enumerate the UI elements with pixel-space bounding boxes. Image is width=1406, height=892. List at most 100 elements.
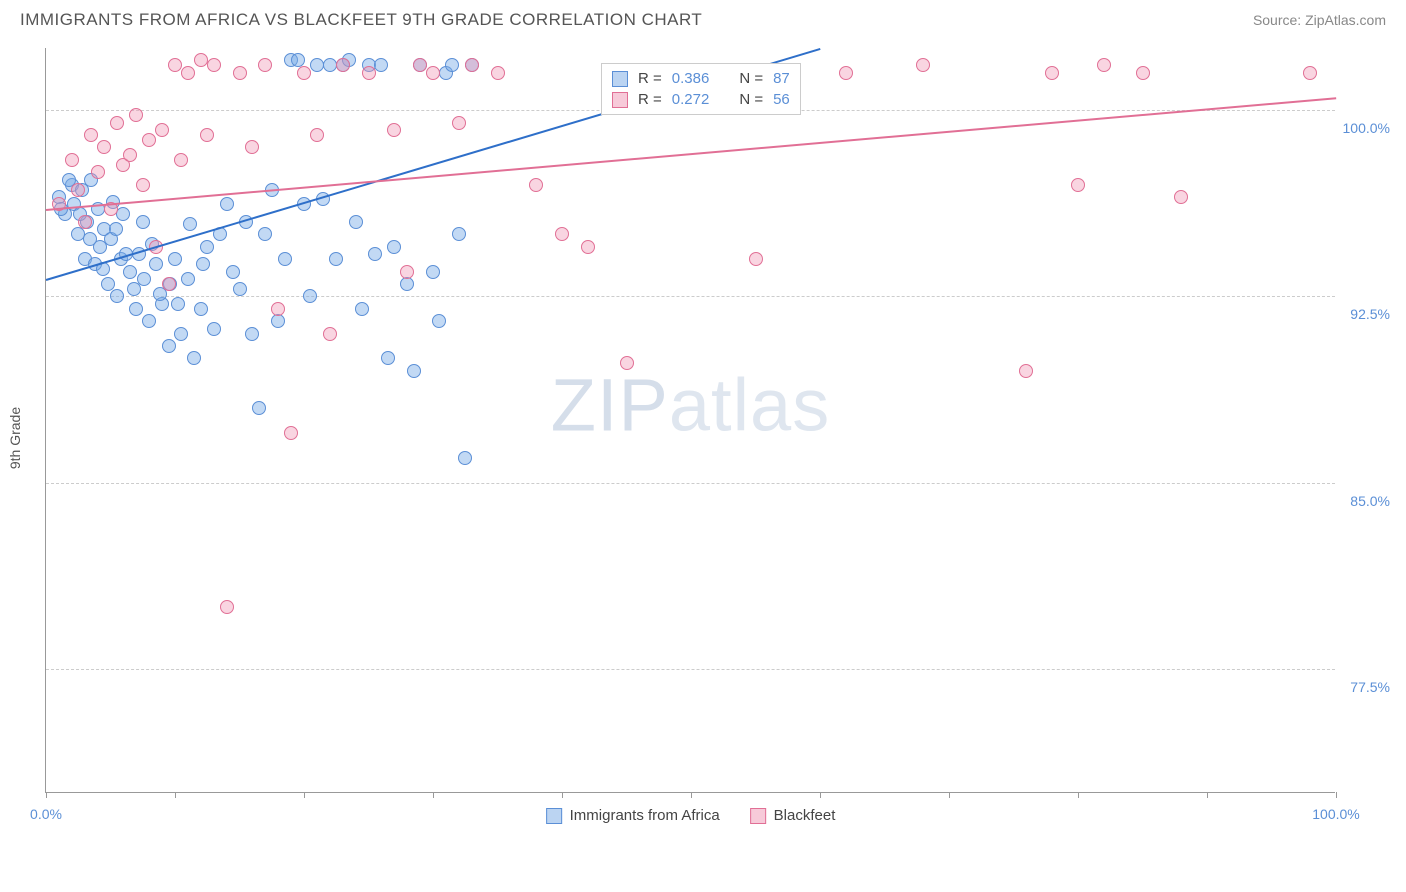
data-point	[529, 178, 543, 192]
data-point	[555, 227, 569, 241]
stats-box: R =0.386N =87R =0.272N =56	[601, 63, 801, 115]
bottom-legend: Immigrants from Africa Blackfeet	[546, 807, 836, 824]
data-point	[71, 183, 85, 197]
grid-line	[46, 296, 1335, 297]
data-point	[1045, 66, 1059, 80]
data-point	[310, 58, 324, 72]
stats-r-value: 0.272	[672, 91, 710, 108]
data-point	[452, 116, 466, 130]
data-point	[155, 123, 169, 137]
data-point	[1174, 190, 1188, 204]
data-point	[136, 215, 150, 229]
chart-header: IMMIGRANTS FROM AFRICA VS BLACKFEET 9TH …	[0, 0, 1406, 38]
data-point	[220, 197, 234, 211]
data-point	[200, 128, 214, 142]
data-point	[187, 351, 201, 365]
data-point	[181, 272, 195, 286]
stats-n-value: 56	[773, 91, 790, 108]
data-point	[78, 215, 92, 229]
data-point	[336, 58, 350, 72]
data-point	[374, 58, 388, 72]
data-point	[1019, 364, 1033, 378]
legend-swatch	[750, 808, 766, 824]
data-point	[137, 272, 151, 286]
x-tick	[562, 792, 563, 798]
x-tick	[304, 792, 305, 798]
x-tick	[46, 792, 47, 798]
data-point	[452, 227, 466, 241]
data-point	[323, 327, 337, 341]
data-point	[620, 356, 634, 370]
data-point	[233, 282, 247, 296]
data-point	[329, 252, 343, 266]
legend-item: Blackfeet	[750, 807, 836, 824]
x-tick	[949, 792, 950, 798]
watermark: ZIPatlas	[551, 363, 830, 448]
data-point	[413, 58, 427, 72]
data-point	[245, 327, 259, 341]
data-point	[445, 58, 459, 72]
data-point	[432, 314, 446, 328]
data-point	[174, 327, 188, 341]
data-point	[181, 66, 195, 80]
data-point	[123, 148, 137, 162]
data-point	[65, 153, 79, 167]
x-tick-label: 0.0%	[30, 806, 62, 822]
data-point	[349, 215, 363, 229]
x-tick	[175, 792, 176, 798]
data-point	[458, 451, 472, 465]
data-point	[101, 277, 115, 291]
data-point	[129, 302, 143, 316]
data-point	[303, 289, 317, 303]
x-tick	[1207, 792, 1208, 798]
data-point	[220, 600, 234, 614]
data-point	[839, 66, 853, 80]
data-point	[129, 108, 143, 122]
data-point	[387, 240, 401, 254]
y-tick-label: 92.5%	[1350, 306, 1390, 322]
data-point	[491, 66, 505, 80]
chart-title: IMMIGRANTS FROM AFRICA VS BLACKFEET 9TH …	[20, 10, 702, 30]
data-point	[1071, 178, 1085, 192]
data-point	[355, 302, 369, 316]
data-point	[136, 178, 150, 192]
data-point	[362, 66, 376, 80]
data-point	[97, 140, 111, 154]
data-point	[284, 426, 298, 440]
data-point	[465, 58, 479, 72]
data-point	[258, 227, 272, 241]
stats-r-label: R =	[638, 91, 662, 108]
data-point	[233, 66, 247, 80]
stats-row: R =0.386N =87	[602, 68, 800, 89]
data-point	[171, 297, 185, 311]
data-point	[271, 314, 285, 328]
legend-item: Immigrants from Africa	[546, 807, 720, 824]
data-point	[109, 222, 123, 236]
data-point	[368, 247, 382, 261]
data-point	[278, 252, 292, 266]
data-point	[162, 339, 176, 353]
data-point	[381, 351, 395, 365]
data-point	[407, 364, 421, 378]
data-point	[1097, 58, 1111, 72]
data-point	[110, 289, 124, 303]
chart-source: Source: ZipAtlas.com	[1253, 12, 1386, 28]
grid-line	[46, 669, 1335, 670]
legend-swatch	[612, 71, 628, 87]
grid-line	[46, 483, 1335, 484]
legend-label: Blackfeet	[774, 807, 836, 824]
data-point	[84, 128, 98, 142]
data-point	[581, 240, 595, 254]
x-tick-label: 100.0%	[1312, 806, 1359, 822]
data-point	[196, 257, 210, 271]
data-point	[207, 58, 221, 72]
data-point	[123, 265, 137, 279]
data-point	[91, 165, 105, 179]
x-tick	[820, 792, 821, 798]
data-point	[174, 153, 188, 167]
y-axis-label: 9th Grade	[7, 407, 23, 469]
data-point	[142, 314, 156, 328]
y-tick-label: 85.0%	[1350, 493, 1390, 509]
stats-r-label: R =	[638, 70, 662, 87]
data-point	[194, 53, 208, 67]
